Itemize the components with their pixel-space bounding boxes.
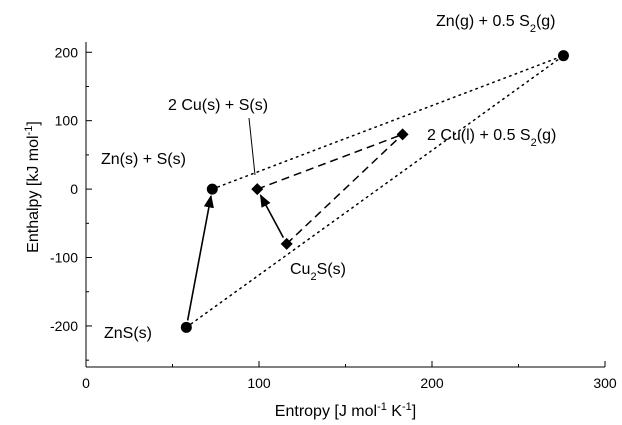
x-tick-label: 300 [593, 375, 617, 391]
dashed-line [257, 133, 403, 190]
dashed-line [286, 133, 404, 245]
label-zn-s-plus-s-s: Zn(s) + S(s) [101, 151, 186, 168]
x-tick-label: 100 [247, 375, 271, 391]
x-axis-title: Entropy [J mol-1 K-1] [275, 401, 416, 420]
x-tick-label: 0 [82, 375, 90, 391]
dotted-line [185, 54, 565, 329]
data-markers [180, 50, 569, 333]
label-leader-2cu-s-plus-s-s [248, 117, 256, 176]
y-axis-title: Enthalpy [kJ mol-1] [23, 121, 42, 253]
data-point-zns-s [180, 321, 192, 333]
label-zn-g-plus-05-s2-g: Zn(g) + 0.5 S2(g) [436, 13, 556, 35]
y-tick-label: 0 [70, 181, 78, 197]
label-2cu-s-plus-s-s: 2 Cu(s) + S(s) [168, 97, 268, 114]
dotted-line [211, 54, 565, 190]
connector-lines [185, 54, 565, 329]
x-tick-label: 200 [420, 375, 444, 391]
label-2cu-l-plus-05-s2-g: 2 Cu(l) + 0.5 S2(g) [427, 127, 556, 149]
tick-marks: 0 100 200 300 -200 -100 0 100 200 [50, 44, 617, 391]
label-cu2s-s: Cu2S(s) [290, 261, 346, 283]
data-point-2cu-l-0-5s2-g [396, 128, 409, 141]
y-tick-label: -200 [50, 318, 78, 334]
data-point-2cu-s-s-s [251, 183, 264, 196]
y-tick-label: 200 [55, 44, 79, 60]
y-tick-label: 100 [55, 113, 79, 129]
arrow-line [259, 194, 285, 239]
label-zns-s: ZnS(s) [104, 325, 152, 342]
data-point-cu2s-s [280, 237, 293, 250]
data-point-zn-g-0-5s2-g [557, 50, 569, 62]
data-point-zn-s-s-s [206, 183, 218, 195]
arrow-line [186, 194, 214, 321]
axes [85, 42, 605, 368]
y-tick-label: -100 [50, 250, 78, 266]
